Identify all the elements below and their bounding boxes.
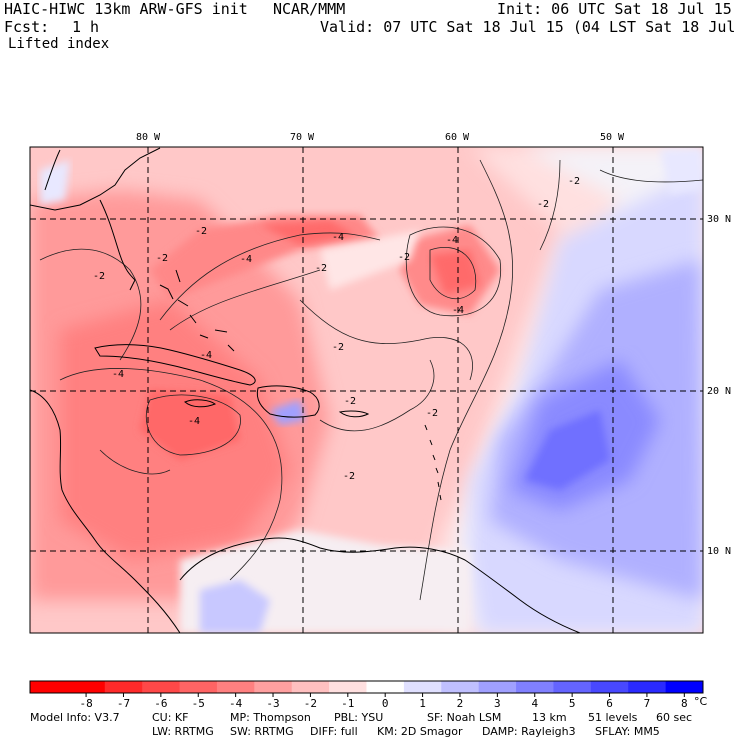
colorbar-tick-label: -5 — [192, 697, 205, 710]
colorbar-tick-label: -6 — [154, 697, 167, 710]
colorbar-tick-label: -4 — [229, 697, 243, 710]
map-frame — [29, 146, 704, 634]
colorbar-swatch — [553, 681, 592, 693]
contour-label: -2 — [332, 342, 344, 353]
contour-label: -2 — [195, 226, 207, 237]
colorbar-swatch — [30, 681, 68, 693]
contour-label: -4 — [112, 369, 124, 380]
mp-scheme: MP: Thompson — [230, 711, 311, 724]
contour-label: -2 — [93, 271, 105, 282]
colorbar-tick-label: 5 — [569, 697, 576, 710]
colorbar-swatch — [441, 681, 480, 693]
lw-scheme: LW: RRTMG — [152, 725, 214, 738]
colorbar-tick-label: 7 — [644, 697, 651, 710]
colorbar-swatch — [254, 681, 293, 693]
sflay-scheme: SFLAY: MM5 — [595, 725, 660, 738]
contour-label: -2 — [568, 176, 580, 187]
colorbar-swatch — [403, 681, 442, 693]
colorbar-swatch — [329, 681, 367, 693]
init-time: Init: 06 UTC Sat 18 Jul 15 — [497, 0, 732, 18]
lat-label-20n: 20 N — [707, 386, 731, 397]
km-scheme: KM: 2D Smagor — [377, 725, 463, 738]
pbl-scheme: PBL: YSU — [334, 711, 384, 724]
colorbar-swatch — [590, 681, 629, 693]
lon-label-70w: 70 W — [290, 132, 315, 143]
diff-scheme: DIFF: full — [310, 725, 358, 738]
contour-label: -4 — [188, 416, 200, 427]
contour-label: -2 — [315, 263, 327, 274]
contour-label: -2 — [398, 252, 410, 263]
lat-lon-grid — [30, 147, 703, 633]
colorbar-swatch — [628, 681, 667, 693]
colorbar-tick-label: 4 — [531, 697, 538, 710]
lon-label-50w: 50 W — [600, 132, 625, 143]
colorbar-tick-label: 0 — [382, 697, 389, 710]
colorbar-swatch — [478, 681, 517, 693]
sf-scheme: SF: Noah LSM — [427, 711, 502, 724]
colorbar-tick-label: -2 — [304, 697, 317, 710]
cu-scheme: CU: KF — [152, 711, 189, 724]
fcst-value: 1 h — [72, 18, 100, 36]
contour-label: -4 — [240, 254, 252, 265]
coastlines — [30, 147, 581, 633]
colorbar-tick-label: -3 — [266, 697, 279, 710]
shaded-field — [30, 147, 703, 633]
colorbar-swatch — [142, 681, 181, 693]
colorbar-tick-label: -8 — [79, 697, 92, 710]
contour-label: -4 — [452, 305, 464, 316]
sw-scheme: SW: RRTMG — [230, 725, 294, 738]
lat-label-30n: 30 N — [707, 214, 731, 225]
fcst-label: Fcst: — [4, 18, 50, 36]
colorbar-swatch — [67, 681, 106, 693]
colorbar-tick-label: 1 — [419, 697, 426, 710]
lat-label-10n: 10 N — [707, 546, 731, 557]
colorbar-swatch — [516, 681, 554, 693]
timestep: 60 sec — [656, 711, 693, 724]
lon-label-60w: 60 W — [445, 132, 470, 143]
center-name: NCAR/MMM — [273, 0, 346, 18]
colorbar-swatch — [291, 681, 330, 693]
levels: 51 levels — [588, 711, 638, 724]
colorbar-swatch — [216, 681, 255, 693]
colorbar-unit: °C — [694, 695, 708, 708]
contour-lines — [39, 159, 703, 601]
valid-time: Valid: 07 UTC Sat 18 Jul 15 (04 LST Sat … — [320, 18, 740, 36]
contour-label: -2 — [156, 253, 168, 264]
colorbar-tick-label: -7 — [117, 697, 130, 710]
colorbar-swatch — [665, 681, 704, 693]
contour-label: -4 — [332, 232, 344, 243]
contour-label: -2 — [343, 471, 355, 482]
colorbar-tick-label: 2 — [457, 697, 464, 710]
lon-label-80w: 80 W — [136, 132, 161, 143]
colorbar-swatch — [104, 681, 143, 693]
colorbar-frame — [29, 680, 704, 694]
colorbar-tick-label: 6 — [606, 697, 613, 710]
contour-label: -4 — [200, 350, 212, 361]
colorbar-tick-label: -1 — [341, 697, 354, 710]
colorbar-tick-label: 3 — [494, 697, 501, 710]
damp-scheme: DAMP: Rayleigh3 — [482, 725, 576, 738]
resolution: 13 km — [532, 711, 567, 724]
colorbar-tick-label: 8 — [681, 697, 688, 710]
model-title: HAIC-HIWC 13km ARW-GFS init — [4, 0, 248, 18]
colorbar: -8 -7 -6 -5 -4 -3 -2 -1 0 1 2 3 4 5 6 7 8 — [29, 680, 704, 710]
field-name: Lifted index — [8, 36, 110, 52]
contour-label: -2 — [426, 408, 438, 419]
contour-labels: -2 -2 -2 -4 -4 -2 -2 -4 -4 -2 -2 -4 -4 -… — [93, 176, 580, 482]
contour-label: -2 — [344, 396, 356, 407]
colorbar-swatch — [179, 681, 218, 693]
colorbar-swatch — [366, 681, 405, 693]
model-info: Model Info: V3.7 — [30, 711, 120, 724]
contour-label: -4 — [446, 235, 458, 246]
contour-label: -2 — [537, 199, 549, 210]
